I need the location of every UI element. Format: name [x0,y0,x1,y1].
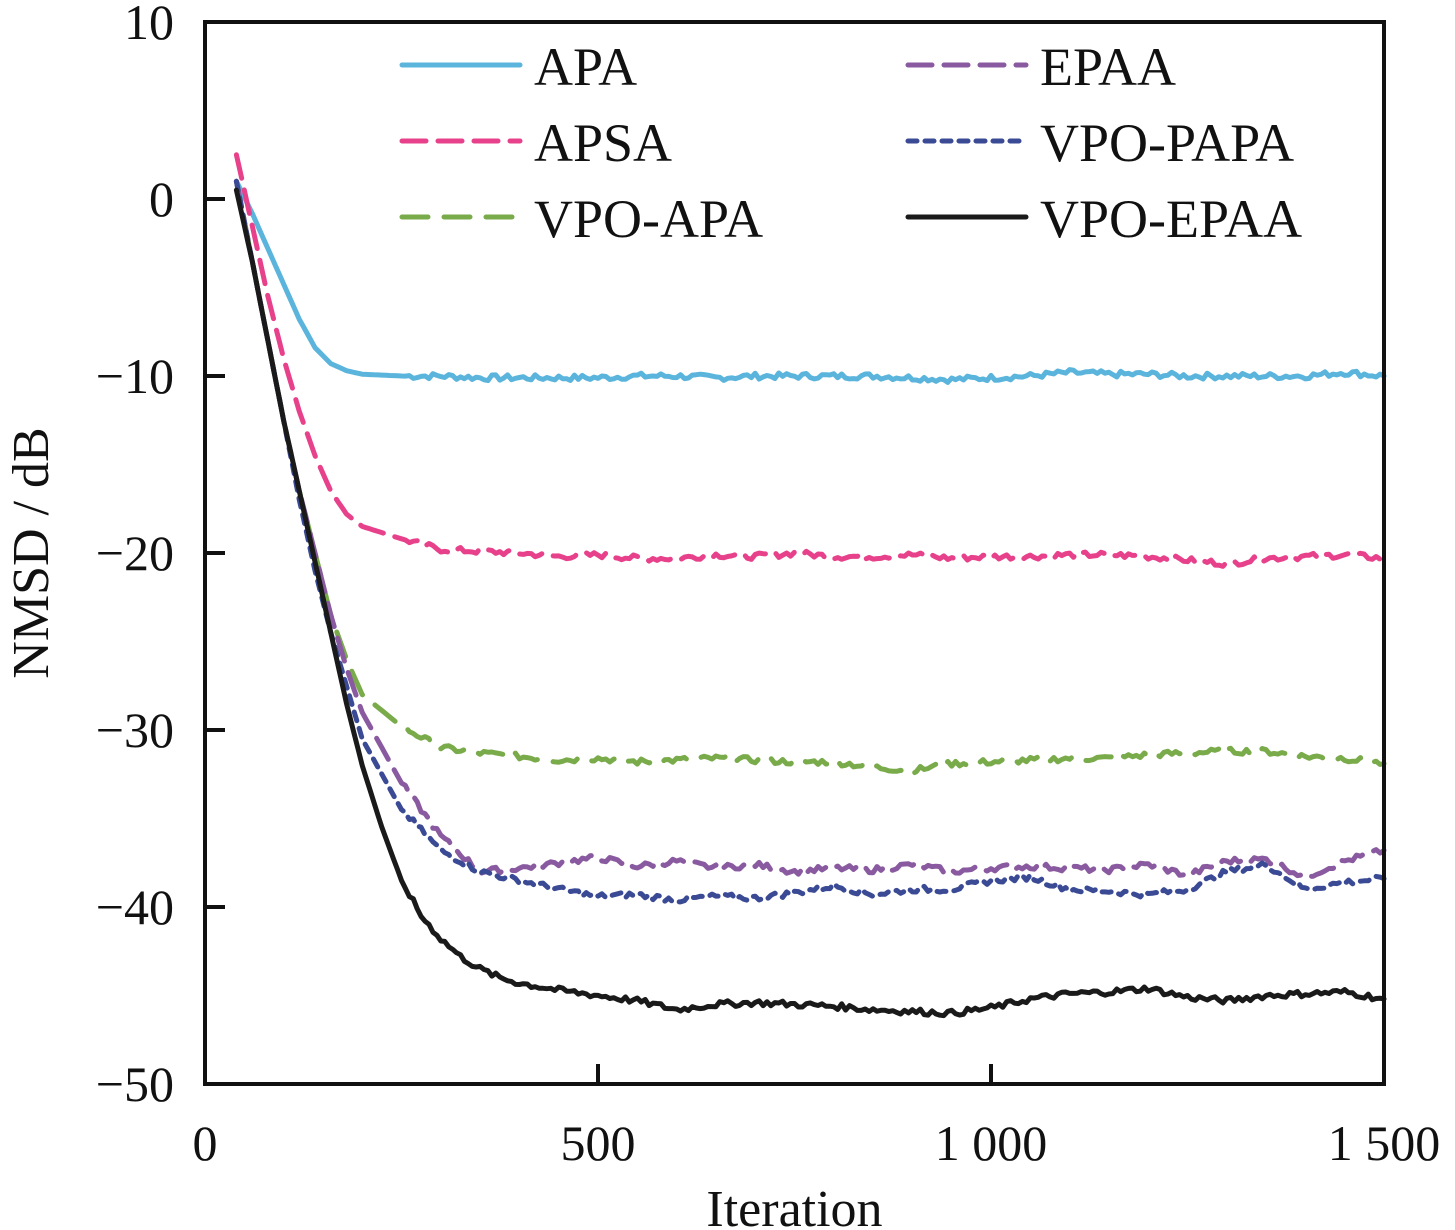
legend-item-epaa: EPAA [905,37,1176,97]
y-axis-title: NMSD / dB [3,427,60,678]
legend-item-apa: APA [399,37,637,97]
legend-label: VPO-EPAA [1040,189,1302,249]
x-tick-label: 0 [193,1115,218,1171]
ticks-layer: 10 0 −10 −20 −30 −40 −50 0 500 1 000 1 500 [96,0,1440,1171]
legend-label: APSA [534,113,672,173]
series-line-vpo-papa [233,178,1387,905]
series-line-vpo-epaa [233,187,1387,1019]
legend-item-apsa: APSA [399,113,672,173]
x-axis-title: Iteration [706,1181,882,1230]
legend-label: EPAA [1040,37,1176,97]
y-tick-label: 0 [149,171,174,227]
y-tick-label: −50 [96,1056,174,1112]
series-line-epaa [233,178,1387,880]
x-tick-label: 500 [561,1115,636,1171]
legend-label: APA [534,37,637,97]
legend-item-vpo-apa: VPO-APA [399,189,763,249]
y-tick-label: −40 [96,879,174,935]
legend: APA APSA VPO-APA EPAA VPO-PAPA VPO-EPAA [399,37,1302,249]
series-line-vpo-apa [233,178,1387,777]
series-line-apsa [233,152,1387,569]
legend-item-vpo-papa: VPO-PAPA [905,113,1294,173]
legend-label: VPO-APA [534,189,763,249]
y-tick-label: −30 [96,702,174,758]
series-layer [233,152,1387,1019]
x-tick-label: 1 000 [935,1115,1048,1171]
x-tick-label: 1 500 [1328,1115,1441,1171]
legend-label: VPO-PAPA [1040,113,1294,173]
y-tick-label: −10 [96,348,174,404]
y-tick-label: 10 [124,0,174,50]
series-line-apa [233,178,1387,385]
legend-item-vpo-epaa: VPO-EPAA [905,189,1302,249]
y-tick-label: −20 [96,525,174,581]
